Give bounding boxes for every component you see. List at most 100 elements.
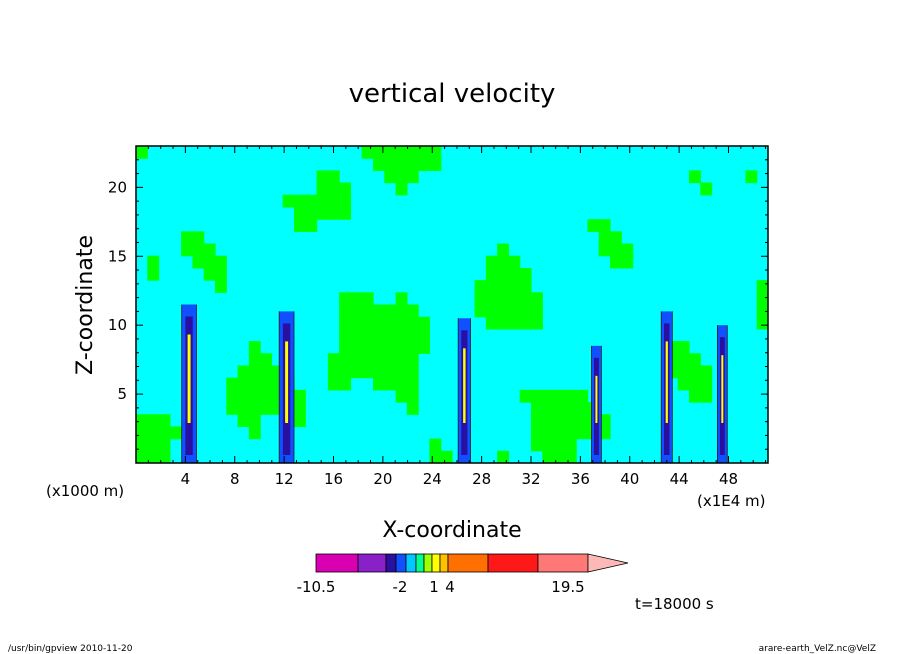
field-cell	[294, 402, 306, 415]
field-cell	[373, 341, 385, 354]
field-cell	[508, 267, 521, 281]
field-cell	[689, 353, 701, 367]
field-cell	[395, 170, 408, 184]
field-cell	[542, 402, 555, 415]
colorbar-segment	[385, 553, 397, 573]
field-cell	[327, 377, 340, 391]
field-cell	[305, 219, 318, 232]
field-cell	[271, 389, 284, 403]
field-cell	[316, 194, 329, 208]
field-cell	[147, 438, 160, 452]
field-cell	[260, 389, 273, 403]
colorbar-label: 19.5	[551, 578, 584, 596]
field-cell	[700, 389, 713, 403]
field-cell	[677, 341, 690, 354]
field-cell	[350, 365, 363, 379]
field-cell	[339, 304, 352, 318]
field-cell	[598, 243, 611, 257]
field-cell	[248, 365, 261, 379]
field-cell	[474, 292, 487, 306]
updraft-core-peak	[285, 341, 289, 423]
field-cell	[598, 426, 611, 440]
field-cell	[497, 316, 510, 330]
field-cell	[361, 146, 374, 159]
field-cell	[395, 389, 408, 403]
field-cell	[384, 341, 397, 354]
field-cell	[350, 341, 363, 354]
field-cell	[339, 341, 352, 354]
colorbar-segment	[357, 553, 387, 573]
field-cell	[587, 219, 600, 232]
field-cell	[248, 377, 261, 391]
field-cell	[350, 316, 363, 330]
x-axis: 4 8 12 16 20 24 28 32 36 40 44 48	[147, 146, 767, 488]
field-cell	[677, 377, 690, 391]
field-cell	[316, 170, 329, 184]
field-cell	[147, 255, 160, 269]
colorbar-segment	[315, 553, 359, 573]
field-cell	[327, 194, 340, 208]
field-cell	[384, 304, 397, 318]
field-cell	[350, 353, 363, 367]
field-cell	[237, 365, 250, 379]
field-cell	[215, 267, 227, 281]
field-cell	[519, 267, 532, 281]
field-cell	[689, 170, 701, 184]
field-cell	[215, 255, 227, 269]
field-cell	[339, 353, 352, 367]
x-tick-label: 16	[324, 470, 343, 488]
colorbar	[315, 553, 629, 573]
field-cell	[181, 243, 194, 257]
field-cell	[395, 377, 408, 391]
field-cell	[406, 170, 419, 184]
x-tick-label: 20	[373, 470, 392, 488]
field-cell	[294, 206, 306, 220]
updraft-core-peak	[595, 375, 598, 423]
field-cell	[519, 280, 532, 293]
field-cell	[418, 158, 431, 171]
field-cell	[373, 146, 385, 159]
field-cell	[576, 426, 589, 440]
field-cell	[373, 353, 385, 367]
field-cell	[531, 316, 543, 330]
field-cell	[350, 292, 363, 306]
y-tick-label: 10	[108, 316, 127, 334]
field-cell	[237, 377, 250, 391]
field-cell	[384, 146, 397, 159]
field-cell	[689, 365, 701, 379]
field-cell	[564, 402, 577, 415]
time-label: t=18000 s	[635, 595, 714, 613]
field-cell	[756, 316, 768, 330]
field-cell	[294, 194, 306, 208]
y-axis-label: Z-coordinate	[73, 235, 98, 375]
footer-right: arare-earth_VelZ.nc@VelZ	[759, 644, 876, 654]
field-cell	[327, 365, 340, 379]
field-cell	[350, 328, 363, 342]
field-cell	[519, 304, 532, 318]
field-cell	[564, 426, 577, 440]
field-cell	[384, 353, 397, 367]
field-cell	[294, 414, 306, 428]
field-cell	[519, 292, 532, 306]
field-cell	[542, 389, 555, 403]
colorbar-segment	[447, 553, 489, 573]
field-cell	[531, 304, 543, 318]
field-cell	[271, 377, 284, 391]
field-cell	[508, 292, 521, 306]
field-cell	[384, 316, 397, 330]
field-cell	[531, 389, 543, 403]
field-cell	[429, 158, 442, 171]
field-cell	[542, 414, 555, 428]
field-cell	[361, 316, 374, 330]
field-cell	[260, 377, 273, 391]
field-cell	[497, 255, 510, 269]
field-cell	[373, 365, 385, 379]
field-cell	[339, 206, 352, 220]
field-cell	[508, 304, 521, 318]
field-cell	[237, 402, 250, 415]
field-cell	[136, 146, 148, 159]
field-cell	[192, 255, 205, 269]
colorbar-arrow	[587, 553, 629, 573]
field-cell	[260, 353, 273, 367]
colorbar-segment	[537, 553, 589, 573]
